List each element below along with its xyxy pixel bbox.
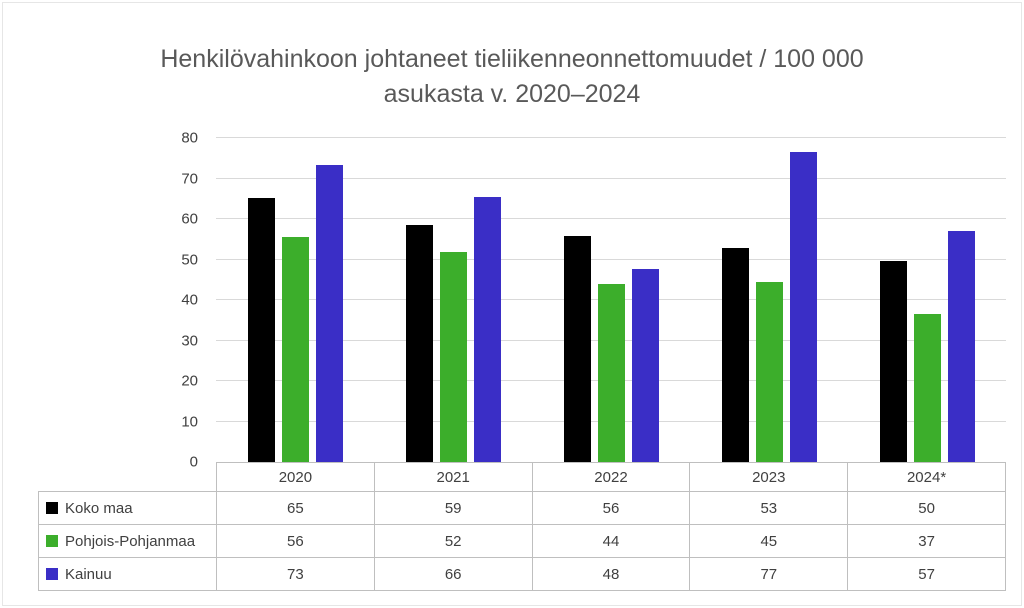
table-row-koko-maa: Koko maa 65 59 56 53 50 [38, 491, 1006, 524]
bar-group-2024 [848, 138, 1006, 462]
bar-koko-maa-2023 [721, 248, 749, 462]
bar-koko-maa-2020 [247, 197, 275, 462]
year-header-cell-2020: 2020 [216, 463, 374, 491]
legend-label-pohjois-pohjanmaa: Pohjois-Pohjanmaa [65, 532, 196, 550]
x-axis-year-header-row: 2020 2021 2022 2023 2024* [216, 462, 1006, 491]
y-tick-label-0: 0 [189, 453, 198, 471]
bar-group-2020 [216, 138, 374, 462]
bar-group-2022 [532, 138, 690, 462]
value-cell-pohjois-pohjanmaa-2021: 52 [373, 525, 532, 557]
value-cell-kainuu-2024: 57 [847, 558, 1006, 590]
legend-cell-koko-maa: Koko maa [38, 492, 216, 524]
value-cell-koko-maa-2022: 56 [531, 492, 690, 524]
legend-swatch-icon-kainuu [46, 568, 58, 580]
bar-pohjois-pohjanmaa-2022 [597, 284, 625, 462]
value-cell-kainuu-2022: 48 [531, 558, 690, 590]
legend-cell-kainuu: Kainuu [38, 558, 216, 590]
gridline-80 [216, 137, 1006, 138]
value-cell-pohjois-pohjanmaa-2022: 44 [531, 525, 690, 557]
chart-title: Henkilövahinkoon johtaneet tieliikenneon… [0, 42, 1024, 112]
plot-area [216, 137, 1006, 462]
gridline-50 [216, 258, 1006, 260]
legend-swatch-icon-koko-maa [46, 502, 58, 514]
value-cell-koko-maa-2023: 53 [689, 492, 847, 524]
y-tick-label-10: 10 [181, 413, 198, 430]
value-cell-pohjois-pohjanmaa-2023: 45 [689, 525, 847, 557]
bar-pohjois-pohjanmaa-2020 [281, 236, 309, 462]
y-tick-label-30: 30 [181, 332, 198, 349]
value-cell-pohjois-pohjanmaa-2020: 56 [216, 525, 374, 557]
value-cell-kainuu-2023: 77 [689, 558, 847, 590]
bar-groups [216, 138, 1006, 462]
y-tick-label-60: 60 [181, 210, 198, 228]
bar-kainuu-2024 [947, 231, 975, 462]
bar-kainuu-2023 [789, 152, 817, 462]
gridline-60 [216, 218, 1006, 219]
legend-label-koko-maa: Koko maa [65, 499, 133, 517]
y-tick-label-20: 20 [181, 372, 198, 390]
y-axis-labels: 0 10 20 30 40 50 60 70 80 [0, 130, 198, 471]
bar-pohjois-pohjanmaa-2024 [913, 314, 941, 462]
legend-cell-pohjois-pohjanmaa: Pohjois-Pohjanmaa [38, 525, 216, 557]
bar-group-2021 [374, 138, 532, 462]
value-cell-koko-maa-2024: 50 [847, 492, 1006, 524]
year-header-cell-2024: 2024* [847, 463, 1006, 491]
legend-label-kainuu: Kainuu [65, 565, 112, 583]
bar-pohjois-pohjanmaa-2023 [755, 282, 783, 462]
value-cell-pohjois-pohjanmaa-2024: 37 [847, 525, 1006, 557]
year-header-cell-2023: 2023 [689, 463, 847, 491]
chart-title-line-2: asukasta v. 2020–2024 [383, 80, 641, 108]
value-cell-koko-maa-2021: 59 [373, 492, 532, 524]
bar-kainuu-2021 [473, 197, 501, 462]
value-cell-kainuu-2021: 66 [373, 558, 532, 590]
year-header-cell-2021: 2021 [373, 463, 532, 491]
bar-koko-maa-2022 [563, 235, 591, 462]
y-tick-label-70: 70 [181, 170, 198, 187]
table-row-pohjois-pohjanmaa: Pohjois-Pohjanmaa 56 52 44 45 37 [38, 524, 1006, 557]
bar-kainuu-2022 [631, 269, 659, 462]
chart-title-line-1: Henkilövahinkoon johtaneet tieliikenneon… [160, 45, 864, 73]
value-cell-kainuu-2020: 73 [216, 558, 374, 590]
bar-kainuu-2020 [315, 164, 343, 462]
y-tick-label-80: 80 [181, 129, 198, 147]
bar-koko-maa-2024 [879, 261, 907, 462]
y-tick-label-50: 50 [181, 251, 198, 268]
gridline-70 [216, 177, 1006, 179]
value-cell-koko-maa-2020: 65 [216, 492, 374, 524]
y-tick-label-40: 40 [181, 291, 198, 309]
legend-swatch-icon-pohjois-pohjanmaa [46, 535, 58, 547]
bar-pohjois-pohjanmaa-2021 [439, 251, 467, 462]
table-row-kainuu: Kainuu 73 66 48 77 57 [38, 557, 1006, 591]
bar-group-2023 [690, 138, 848, 462]
year-header-cell-2022: 2022 [531, 463, 690, 491]
bar-koko-maa-2021 [405, 225, 433, 462]
